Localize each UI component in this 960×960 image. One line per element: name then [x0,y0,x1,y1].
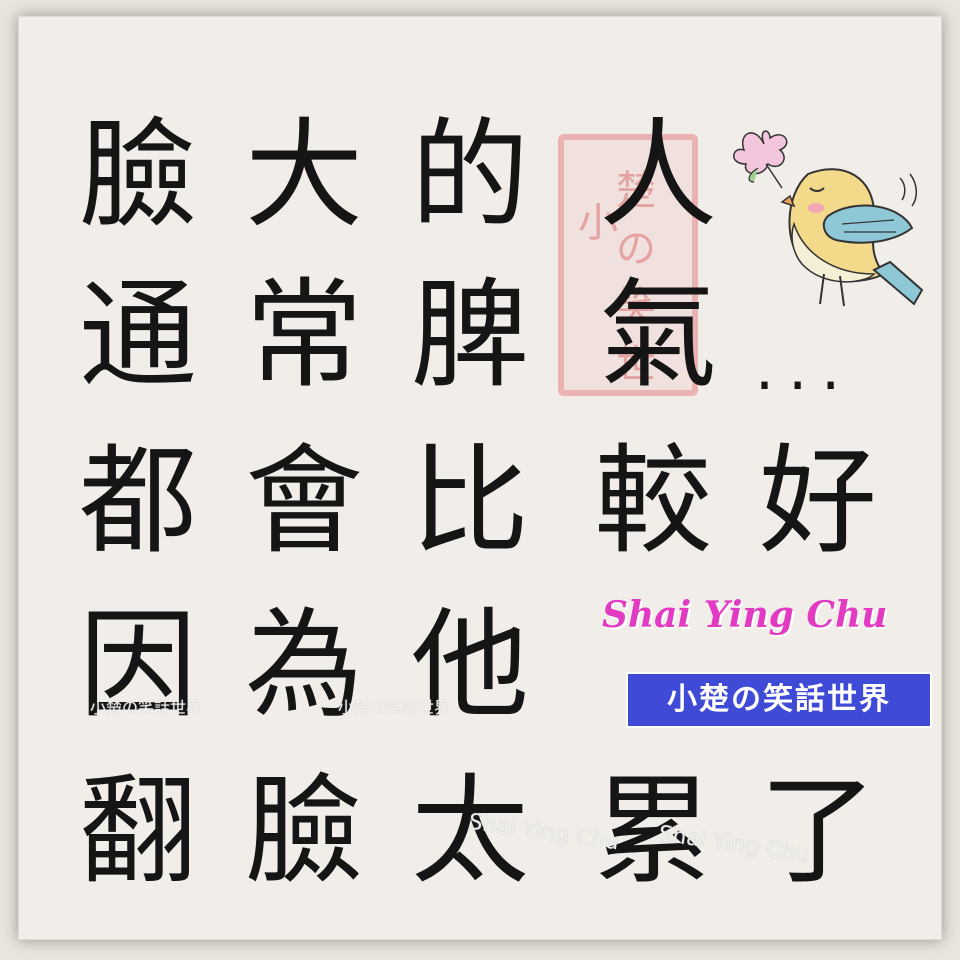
char: 比 [410,432,529,570]
char: 通 [78,266,197,404]
char: 的 [410,106,529,244]
text-line-3: 都 會 比 較 好 [18,426,942,576]
char: 常 [244,266,363,404]
brand-banner: 小楚の笑話世界 [626,672,932,728]
stamp-char: 楚 [616,168,656,214]
flower-icon [733,130,788,189]
poster-card: 小 楚 の 笑 世 臉 大 的 人 通 常 脾 氣 ... 都 會 比 較 好 … [18,16,942,940]
char: 氣 [598,266,717,404]
char: 人 [598,106,717,244]
stamp-char: 世 [616,342,656,388]
char: 太 [410,762,529,900]
seal-stamp: 小 楚 の 笑 世 [558,134,698,396]
char: 脾 [410,266,529,404]
char: 他 [410,596,529,734]
watermark-small: 小楚の笑話世界 [90,698,203,717]
text-line-4: 因 為 他 [18,590,942,740]
char: 翻 [78,762,197,900]
watermark-small: 小楚の笑話世界 [338,698,451,717]
char: 好 [758,432,877,570]
char: 了 [758,762,877,900]
char: 大 [244,106,363,244]
stamp-char: 笑 [616,284,656,330]
text-line-5: 翻 臉 太 累 了 [18,756,942,906]
char: 臉 [244,762,363,900]
char: 為 [244,596,363,734]
char: 會 [244,432,363,570]
char: 因 [78,596,197,734]
char: 臉 [78,106,197,244]
char: 都 [78,432,197,570]
text-line-2: 通 常 脾 氣 [18,260,942,410]
brand-signature: Shai Ying Chu [602,594,888,636]
stamp-char: の [616,226,656,272]
ellipsis: ... [755,334,855,404]
char: 較 [593,432,712,570]
stamp-char: 小 [578,200,618,246]
text-line-1: 臉 大 的 人 [18,100,942,250]
char: 累 [593,762,712,900]
bird-with-flower-illustration [733,130,924,307]
